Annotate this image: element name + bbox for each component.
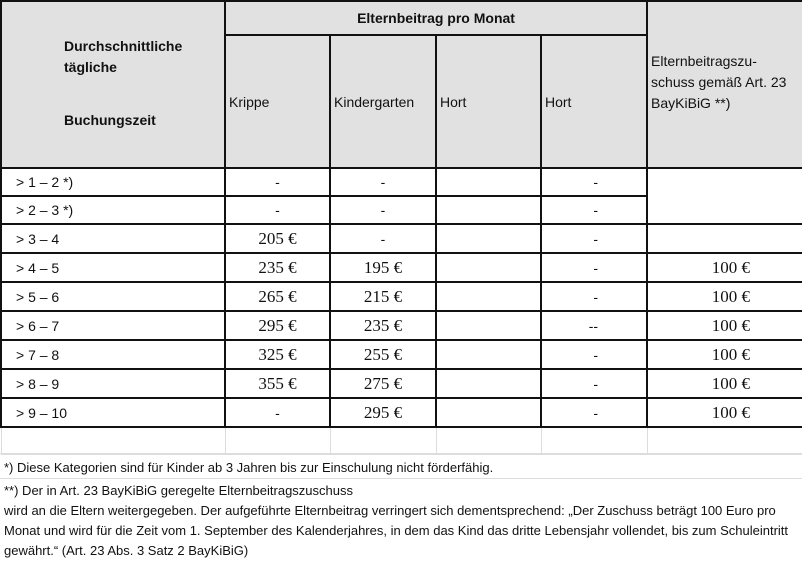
footnote-2-line2: wird an die Eltern weitergegeben. Der au…: [4, 503, 789, 558]
subsidy-cell: 100 €: [646, 368, 802, 399]
hort-2-cell: -: [539, 281, 649, 312]
header-line3: Buchungszeit: [64, 112, 156, 128]
subsidy-header: Elternbeitragszu-schuss gemäß Art. 23 Ba…: [646, 0, 802, 169]
time-cell: > 9 – 10: [0, 397, 226, 428]
krippe-cell: -: [224, 397, 331, 428]
krippe-cell: -: [224, 167, 331, 197]
kindergarten-cell: 235 €: [329, 310, 437, 341]
table-row: > 3 – 4 205 € - -: [0, 223, 802, 254]
krippe-cell: 265 €: [224, 281, 331, 312]
empty-cell: [540, 426, 648, 455]
hort-cell: [435, 339, 542, 370]
subsidy-cell: 100 €: [646, 339, 802, 370]
footnote-2-line1: **) Der in Art. 23 BayKiBiG geregelte El…: [4, 483, 354, 498]
hort-cell: [435, 223, 542, 254]
hort-2-cell: -: [539, 223, 649, 254]
krippe-cell: 325 €: [224, 339, 331, 370]
hort-cell: [435, 252, 542, 283]
column-header-krippe: Krippe: [224, 34, 331, 169]
kindergarten-cell: 195 €: [329, 252, 437, 283]
time-cell: > 6 – 7: [0, 310, 226, 341]
empty-cell: [224, 426, 331, 455]
hort-2-cell: -: [539, 368, 649, 399]
kindergarten-cell: -: [329, 195, 437, 225]
empty-cell: [0, 426, 226, 455]
hort-cell: [435, 368, 542, 399]
hort-2-cell: -: [539, 397, 649, 428]
table-row: > 8 – 9 355 €275 € -100 €: [0, 368, 802, 399]
group-header: Elternbeitrag pro Monat: [223, 0, 649, 36]
hort-2-cell: --: [539, 310, 649, 341]
column-header-kindergarten: Kindergarten: [329, 34, 437, 169]
hort-cell: [435, 397, 542, 428]
kindergarten-cell: 295 €: [329, 397, 437, 428]
time-cell: > 1 – 2 *): [0, 167, 226, 197]
header-line1: Durchschnittliche: [64, 38, 183, 54]
hort-2-cell: -: [539, 195, 649, 225]
time-cell: > 7 – 8: [0, 339, 226, 370]
booking-time-header: Durchschnittliche tägliche Buchungszeit: [0, 0, 226, 169]
kindergarten-cell: -: [329, 223, 437, 254]
column-header-hort: Hort: [435, 34, 542, 169]
krippe-cell: 355 €: [224, 368, 331, 399]
time-cell: > 5 – 6: [0, 281, 226, 312]
hort-2-cell: -: [539, 252, 649, 283]
subsidy-cell: [646, 223, 802, 254]
kindergarten-cell: -: [329, 167, 437, 197]
hort-cell: [435, 310, 542, 341]
empty-row: [0, 426, 802, 455]
time-cell: > 3 – 4: [0, 223, 226, 254]
table-row: > 1 – 2 *) - - -: [0, 167, 802, 197]
hort-cell: [435, 281, 542, 312]
table-row: > 2 – 3 *) - - -: [0, 195, 802, 225]
krippe-cell: 205 €: [224, 223, 331, 254]
krippe-cell: -: [224, 195, 331, 225]
hort-cell: [435, 167, 542, 197]
footnote-1: *) Diese Kategorien sind für Kinder ab 3…: [0, 453, 802, 481]
table-row: > 4 – 5 235 €195 € -100 €: [0, 252, 802, 283]
subsidy-cell: 100 €: [646, 281, 802, 312]
header-line2: tägliche: [64, 59, 117, 75]
hort-2-cell: -: [539, 167, 649, 197]
hort-2-cell: -: [539, 339, 649, 370]
time-cell: > 4 – 5: [0, 252, 226, 283]
kindergarten-cell: 255 €: [329, 339, 437, 370]
fee-table: Durchschnittliche tägliche Buchungszeit …: [0, 0, 802, 455]
table-row: > 9 – 10-295 € -100 €: [0, 397, 802, 428]
kindergarten-cell: 215 €: [329, 281, 437, 312]
empty-cell: [329, 426, 437, 455]
table-row: > 7 – 8 325 €255 € -100 €: [0, 339, 802, 370]
table-row: > 6 – 7 295 €235 € -- 100 €: [0, 310, 802, 341]
empty-cell: [435, 426, 542, 455]
footnote-2: **) Der in Art. 23 BayKiBiG geregelte El…: [0, 478, 802, 564]
subsidy-cell: 100 €: [646, 397, 802, 428]
column-header-hort-2: Hort: [539, 34, 649, 169]
time-cell: > 2 – 3 *): [0, 195, 226, 225]
krippe-cell: 295 €: [224, 310, 331, 341]
table-row: > 5 – 6 265 €215 € -100 €: [0, 281, 802, 312]
subsidy-cell: 100 €: [646, 310, 802, 341]
subsidy-cell: 100 €: [646, 252, 802, 283]
hort-cell: [435, 195, 542, 225]
kindergarten-cell: 275 €: [329, 368, 437, 399]
krippe-cell: 235 €: [224, 252, 331, 283]
empty-cell: [646, 426, 802, 455]
time-cell: > 8 – 9: [0, 368, 226, 399]
